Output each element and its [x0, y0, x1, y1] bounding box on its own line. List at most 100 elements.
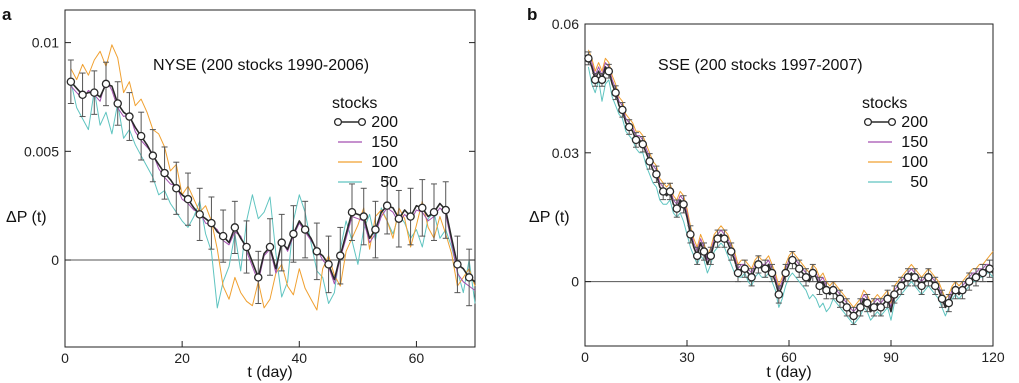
y-axis-title-a: ΔP (t)	[6, 209, 47, 226]
data-point	[713, 234, 722, 243]
data-point	[336, 251, 345, 260]
data-point	[760, 264, 770, 273]
data-point	[733, 268, 743, 278]
data-point	[849, 311, 858, 321]
data-point	[265, 242, 275, 252]
x-tick-label: 40	[291, 350, 307, 366]
legend-marker	[333, 117, 343, 127]
data-point	[242, 242, 251, 252]
data-point	[924, 273, 933, 282]
data-point	[835, 294, 845, 304]
data-point	[856, 303, 865, 312]
plot-frame-a	[64, 9, 476, 348]
data-point	[692, 251, 702, 261]
panel-letter-a: a	[2, 5, 12, 24]
data-point	[136, 131, 146, 141]
data-point	[101, 79, 111, 89]
x-axis-title-a: t (day)	[247, 364, 292, 381]
data-point	[842, 303, 852, 312]
y-tick-label: 0.03	[552, 145, 579, 161]
data-point	[183, 194, 193, 204]
panel-letter-b: b	[527, 5, 537, 24]
data-point	[429, 207, 439, 217]
y-tick-label: 0.01	[32, 35, 59, 51]
data-point	[726, 247, 736, 256]
legend-marker	[887, 117, 897, 127]
data-point	[618, 105, 627, 115]
chart-title-b: SSE (200 stocks 1997-2007)	[658, 57, 863, 74]
data-point	[781, 268, 790, 278]
data-point	[453, 260, 462, 269]
x-tick-label: 60	[409, 350, 425, 366]
data-point	[774, 290, 784, 299]
series-layer-b	[584, 49, 994, 326]
data-point	[978, 268, 988, 278]
data-point	[394, 214, 404, 223]
data-point	[90, 88, 99, 97]
data-point	[658, 187, 668, 196]
data-point	[371, 225, 380, 234]
data-point	[767, 268, 777, 278]
series-line-200	[70, 81, 476, 283]
series-line-50	[587, 66, 994, 325]
data-point	[788, 255, 797, 265]
data-point	[890, 290, 899, 299]
data-point	[910, 273, 920, 282]
data-point	[944, 298, 954, 308]
ticks-b: 0 30 60 90 120 0 0.03 0.06	[552, 16, 1005, 365]
x-tick-label: 0	[581, 349, 589, 365]
data-point	[971, 273, 981, 282]
y-tick-label: 0.005	[24, 143, 59, 159]
x-tick-label: 60	[781, 349, 797, 365]
data-point	[645, 157, 654, 166]
data-point	[869, 303, 879, 312]
data-point	[815, 281, 824, 291]
data-point	[597, 75, 607, 85]
data-point	[958, 285, 967, 295]
data-point	[699, 247, 709, 256]
x-tick-label: 120	[981, 349, 1005, 365]
data-point	[740, 264, 750, 273]
data-point	[207, 218, 216, 228]
x-tick-label: 20	[174, 350, 190, 366]
data-point	[277, 238, 286, 247]
panel-a: a 0 20 40 60 0 0.005 0.01 NYSE (200 stocks 199…	[2, 5, 476, 381]
data-point	[312, 247, 322, 256]
data-point	[148, 151, 158, 160]
legend-title-b: stocks	[862, 95, 907, 112]
panel-b: b 0 30 60 90 120 0 0.03 0.06 SSE (200 stocks 19…	[527, 5, 1005, 381]
data-point	[584, 54, 593, 63]
series-layer-a	[66, 44, 476, 311]
data-point	[679, 200, 688, 209]
data-point	[406, 212, 415, 221]
y-tick-label: 0	[571, 274, 579, 290]
data-point	[706, 251, 716, 261]
legend-label-100: 100	[371, 154, 398, 171]
data-point	[172, 184, 181, 193]
legend-label-100: 100	[901, 154, 928, 171]
data-point	[66, 77, 76, 86]
legend-label-150: 150	[901, 134, 928, 151]
legend-marker	[863, 117, 873, 127]
data-point	[794, 264, 804, 273]
data-point	[382, 201, 392, 210]
legend-b: stocks 200 150 100 50	[862, 95, 928, 191]
data-point	[230, 223, 240, 232]
data-point	[113, 99, 122, 108]
series-line-100	[70, 44, 476, 311]
data-point	[672, 204, 682, 213]
data-point	[590, 75, 600, 85]
data-point	[985, 264, 994, 273]
legend-label-200: 200	[371, 114, 398, 131]
data-point	[876, 303, 886, 312]
y-tick-label: 0.06	[552, 16, 579, 32]
data-point	[822, 285, 831, 295]
data-point	[300, 225, 310, 234]
data-point	[862, 298, 872, 308]
legend-label-50: 50	[380, 174, 398, 191]
chart-title-a: NYSE (200 stocks 1990-2006)	[153, 57, 369, 74]
legend-title-a: stocks	[332, 95, 377, 112]
data-point	[441, 205, 450, 215]
data-point	[951, 285, 960, 295]
data-point	[254, 273, 263, 282]
